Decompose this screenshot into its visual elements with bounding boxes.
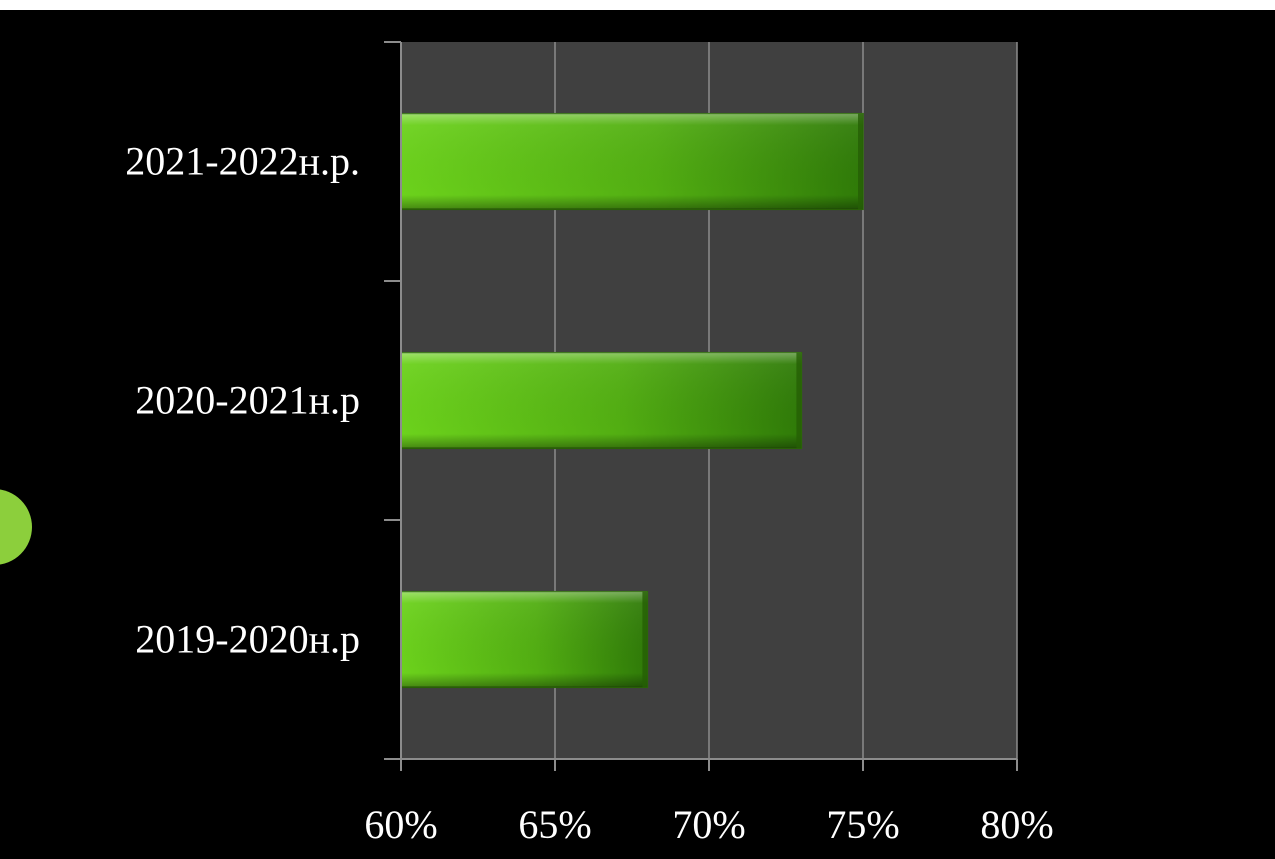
axis-ticks [384, 41, 1018, 771]
category-label: 2020-2021н.р [135, 378, 360, 423]
category-labels: 2019-2020н.р 2020-2021н.р 2021-2022н.р. [125, 139, 360, 662]
bar-edge [858, 113, 863, 210]
bar-shine [401, 113, 863, 210]
bar [400, 112, 864, 211]
bar [400, 351, 803, 450]
bar [400, 590, 649, 689]
x-tick-label: 60% [364, 802, 437, 847]
bar-shine [401, 591, 648, 688]
x-tick-label: 80% [980, 802, 1053, 847]
category-label: 2021-2022н.р. [125, 139, 360, 184]
x-tick-label: 75% [826, 802, 899, 847]
x-tick-label: 70% [672, 802, 745, 847]
x-tick-label: 65% [518, 802, 591, 847]
bar-edge [642, 591, 648, 688]
bars [400, 112, 864, 689]
bar-edge [796, 352, 802, 449]
category-label: 2019-2020н.р [135, 617, 360, 662]
x-tick-labels: 60% 65% 70% 75% 80% [364, 802, 1053, 847]
bar-shine [401, 352, 802, 449]
